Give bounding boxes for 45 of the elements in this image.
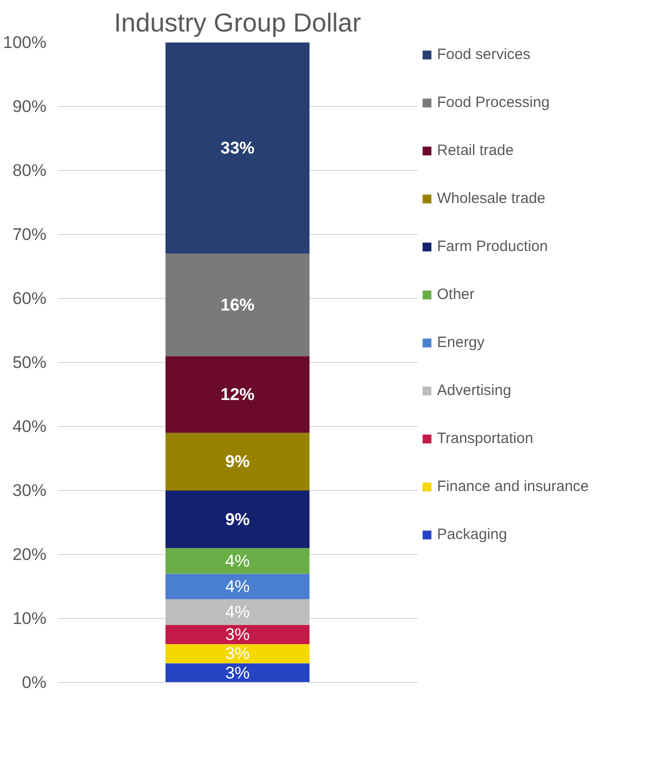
y-tick-label: 0% (22, 673, 47, 692)
y-tick-label: 70% (12, 225, 47, 244)
bar (166, 254, 310, 356)
y-tick-label: 80% (12, 161, 47, 180)
bar (166, 644, 310, 664)
data-label: 12% (220, 385, 255, 404)
y-tick-label: 90% (12, 97, 47, 116)
bar (166, 624, 310, 644)
y-tick-label: 40% (12, 417, 47, 436)
legend-label: Other (437, 286, 475, 303)
data-label: 4% (225, 577, 250, 596)
legend-label: Retail trade (437, 142, 514, 159)
legend-label: Wholesale trade (437, 190, 546, 207)
legend-label: Food Processing (437, 94, 550, 111)
legend-label: Farm Production (437, 238, 548, 255)
bar (166, 490, 310, 548)
bar (166, 432, 310, 490)
data-label: 33% (220, 138, 255, 158)
data-label: 3% (225, 625, 250, 644)
y-tick-label: 60% (12, 289, 47, 308)
legend-label: Advertising (437, 382, 512, 399)
data-label: 4% (225, 551, 250, 570)
bar (166, 574, 310, 600)
data-label: 9% (225, 510, 250, 529)
y-tick-label: 30% (12, 481, 47, 500)
legend-label: Food services (437, 46, 530, 63)
legend-label: Energy (437, 334, 485, 351)
data-label: 16% (220, 295, 255, 314)
bar (166, 42, 310, 254)
chart-title: Industry Group Dollar (114, 8, 362, 38)
legend-label: Transportation (437, 430, 534, 447)
y-tick-label: 50% (12, 353, 47, 372)
bar (166, 599, 310, 625)
data-label: 3% (225, 644, 250, 664)
data-label: 3% (225, 663, 250, 682)
data-label: 4% (225, 602, 250, 622)
legend-label: Packaging (437, 526, 508, 543)
data-label: 9% (225, 452, 250, 472)
y-tick-label: 100% (3, 33, 47, 52)
legend-label: Finance and insurance (437, 478, 589, 495)
bar (166, 356, 310, 433)
bar (166, 663, 310, 682)
y-tick-label: 10% (12, 609, 47, 628)
y-tick-label: 20% (12, 545, 47, 564)
bar (166, 548, 310, 574)
